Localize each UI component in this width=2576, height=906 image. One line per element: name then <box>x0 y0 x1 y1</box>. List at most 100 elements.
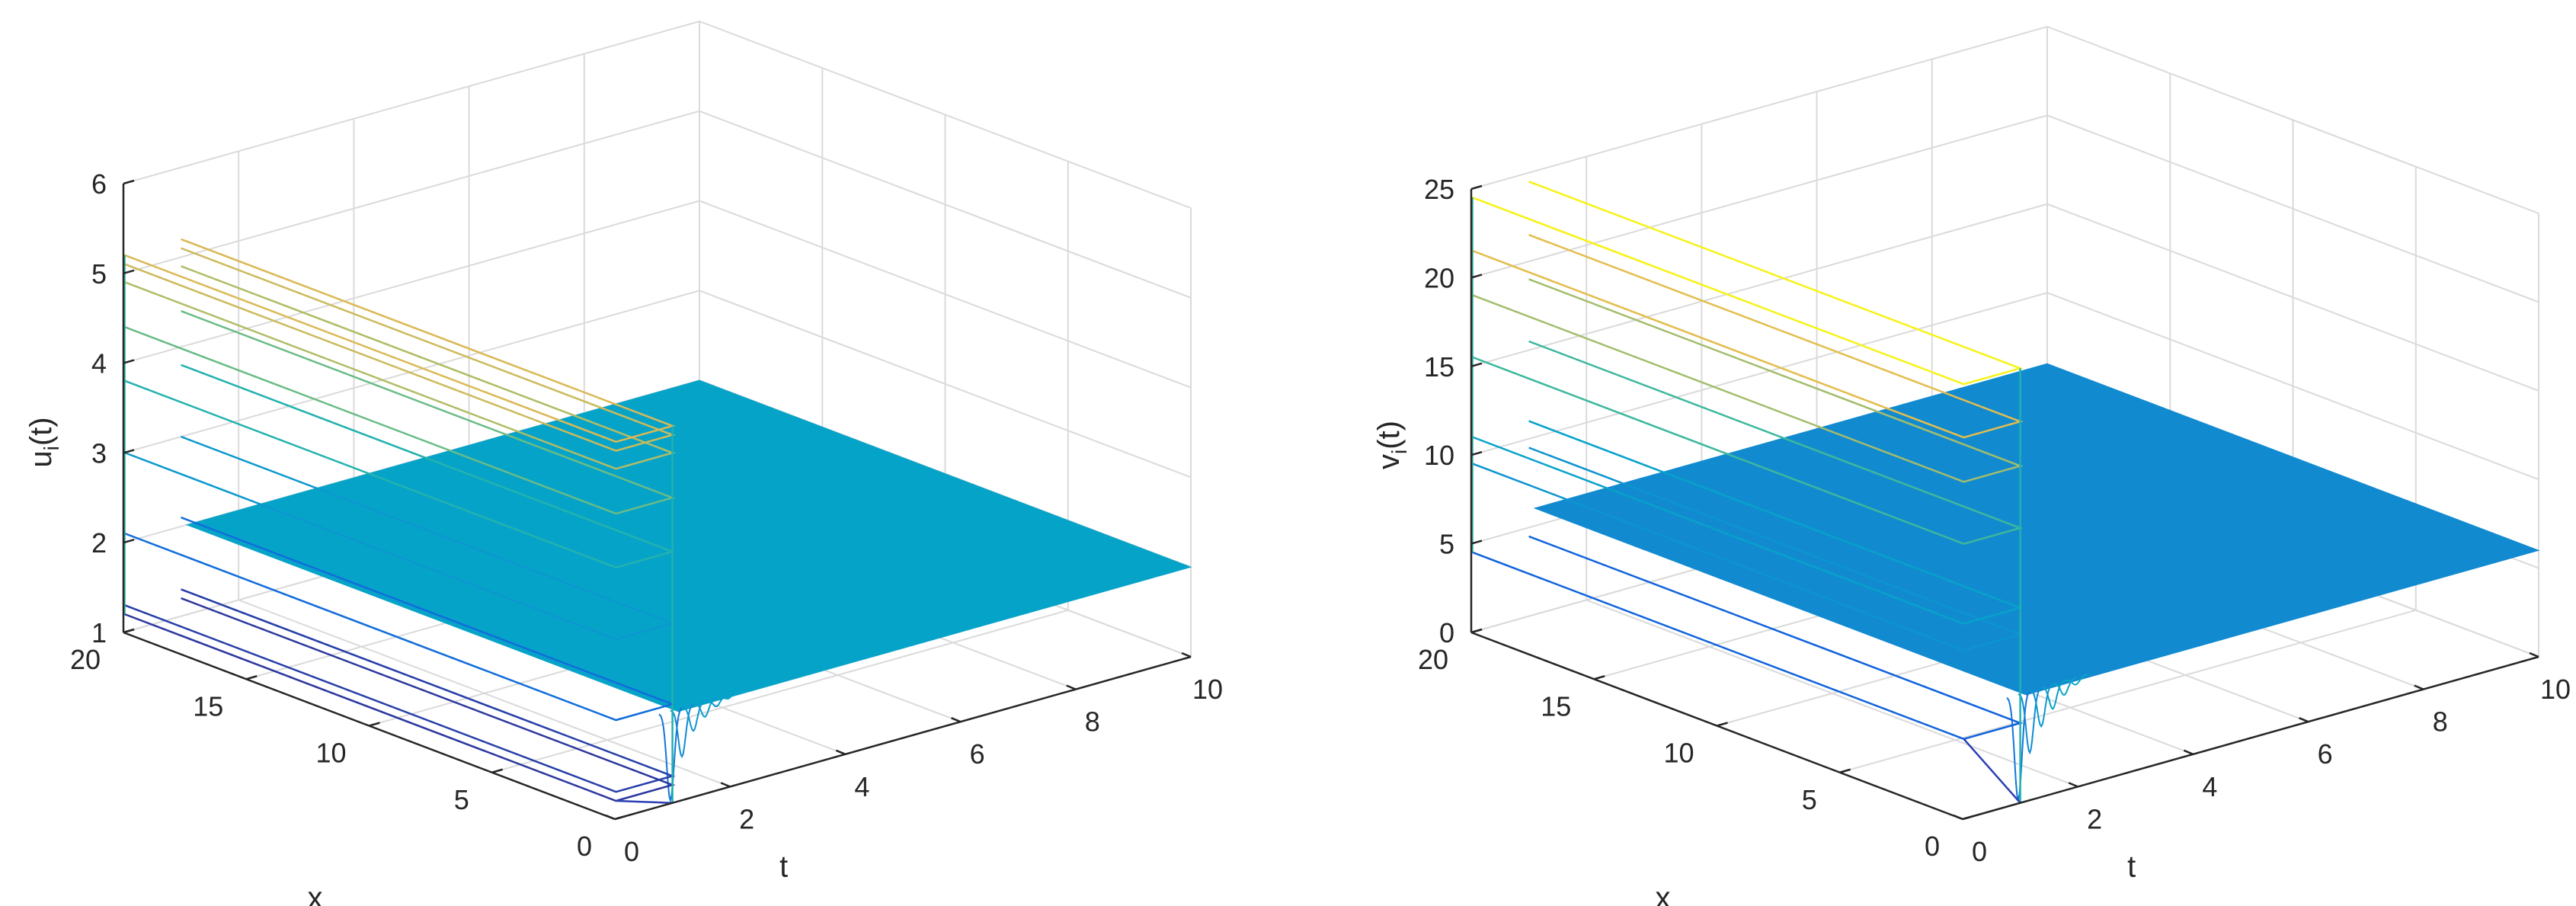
x-tick <box>491 768 504 773</box>
z-tick-label: 1 <box>91 617 107 648</box>
surface-plot-v: 0 5 10 15 20 25 0 2 4 6 8 10 0 5 10 15 20 t x vi(t) <box>1372 25 2571 906</box>
contour-line <box>124 435 676 641</box>
x-tick <box>1717 722 1728 727</box>
z-tick-label: 6 <box>91 168 107 200</box>
z-tick-label: 10 <box>1424 440 1454 471</box>
z-tick <box>1470 362 1483 368</box>
contour-line <box>124 516 676 722</box>
z-tick <box>1470 274 1483 279</box>
x-tick-label: 10 <box>315 738 346 769</box>
z-tick-label: 25 <box>1424 174 1454 205</box>
z-gridline <box>1470 25 2539 214</box>
z-axis-label: ui(t) <box>24 417 63 467</box>
z-axis-label: vi(t) <box>1372 421 1411 469</box>
x-tick <box>123 628 135 634</box>
contour-line <box>124 247 676 452</box>
contour-line <box>1472 535 2024 741</box>
dip-curve <box>2029 684 2053 728</box>
contour-line <box>1472 181 2024 386</box>
x-tick <box>1839 768 1851 773</box>
transient-dip-curves <box>2006 674 2088 801</box>
z-tick-label: 15 <box>1424 351 1454 383</box>
y-gridline <box>491 161 1069 773</box>
contour-line <box>124 265 676 470</box>
dip-curve <box>705 693 728 708</box>
x-tick-label: 20 <box>70 644 101 675</box>
t-tick <box>1181 651 1192 658</box>
surface-plot-u: 1 2 3 4 5 6 0 2 4 6 8 10 0 5 10 15 20 t x ui(t) <box>24 20 1223 906</box>
x-tick-label: 15 <box>1541 690 1571 722</box>
initial-profile-contours <box>123 238 676 804</box>
contour-line <box>124 588 676 793</box>
t-tick <box>2414 684 2424 690</box>
dip-curve <box>2006 690 2030 801</box>
steady-state-surface <box>1533 363 2540 696</box>
contour-line <box>1472 234 2024 439</box>
z-tick <box>1470 184 1483 190</box>
z-tick-label: 3 <box>91 437 107 469</box>
t-tick <box>2529 651 2539 658</box>
contour-line <box>1472 278 2024 483</box>
grid-lines <box>1470 25 2539 820</box>
z-tick <box>123 269 135 275</box>
dip-curve <box>2064 674 2088 686</box>
x-tick <box>245 675 258 680</box>
y-gridline <box>1839 166 2417 773</box>
dip-curve <box>716 690 740 700</box>
contour-line <box>124 363 676 569</box>
z-tick <box>1470 539 1483 545</box>
t-axis-label: t <box>779 850 788 883</box>
z-tick <box>123 179 135 185</box>
x-tick <box>1962 815 1974 821</box>
dip-curve <box>2053 677 2076 696</box>
dip-curve <box>693 696 717 718</box>
z-gridline <box>123 20 1192 209</box>
t-tick-label: 10 <box>1192 674 1223 705</box>
x-tick-label: 10 <box>1663 738 1694 769</box>
axes: 1 2 3 4 5 6 0 2 4 6 8 10 0 5 10 15 20 t x ui(t) <box>24 168 1223 906</box>
contour-line <box>1472 420 2024 625</box>
contour-line <box>124 310 676 515</box>
steady-state-surface <box>185 379 1192 712</box>
t-axis-line <box>1962 655 2539 821</box>
dip-curve <box>670 703 694 759</box>
t-tick-label: 6 <box>2318 738 2333 770</box>
z-tick-label: 2 <box>91 527 107 559</box>
z-tick-label: 4 <box>91 348 107 379</box>
z-tick-label: 5 <box>1439 529 1454 560</box>
t-tick-label: 6 <box>970 738 985 770</box>
contour-line <box>1472 447 2024 651</box>
slab-edge <box>1963 738 2021 804</box>
x-tick <box>1470 628 1483 634</box>
x-tick <box>1593 675 1605 680</box>
t-tick <box>2068 782 2078 788</box>
x-tick-label: 0 <box>1925 831 1940 862</box>
x-tick-label: 20 <box>1418 644 1448 675</box>
dip-curve <box>2018 687 2042 755</box>
z-tick <box>1470 450 1483 456</box>
x-tick <box>369 722 380 727</box>
x-tick-label: 5 <box>1802 784 1817 815</box>
z-tick <box>123 359 135 364</box>
x-tick-label: 15 <box>193 690 223 722</box>
axes: 0 5 10 15 20 25 0 2 4 6 8 10 0 5 10 15 20 t x vi(t) <box>1372 174 2571 906</box>
t-tick <box>2299 717 2309 723</box>
z-tick-label: 20 <box>1424 262 1454 293</box>
dip-curve <box>658 707 683 804</box>
z-tick-label: 0 <box>1439 617 1454 648</box>
t-axis-line <box>614 655 1192 821</box>
transient-dip-curves <box>658 690 740 804</box>
initial-profile-contours <box>1471 181 2024 804</box>
contour-line <box>124 597 676 802</box>
t-tick-label: 10 <box>2540 674 2571 705</box>
x-tick-label: 0 <box>577 831 592 862</box>
t-tick <box>1066 684 1077 690</box>
t-tick-label: 0 <box>624 836 639 867</box>
x-tick-label: 5 <box>454 784 469 815</box>
contour-line <box>1472 340 2024 546</box>
t-axis-label: t <box>2127 850 2136 883</box>
t-tick <box>835 749 846 755</box>
dip-curve <box>2041 680 2065 710</box>
t-tick-label: 8 <box>2433 706 2448 738</box>
